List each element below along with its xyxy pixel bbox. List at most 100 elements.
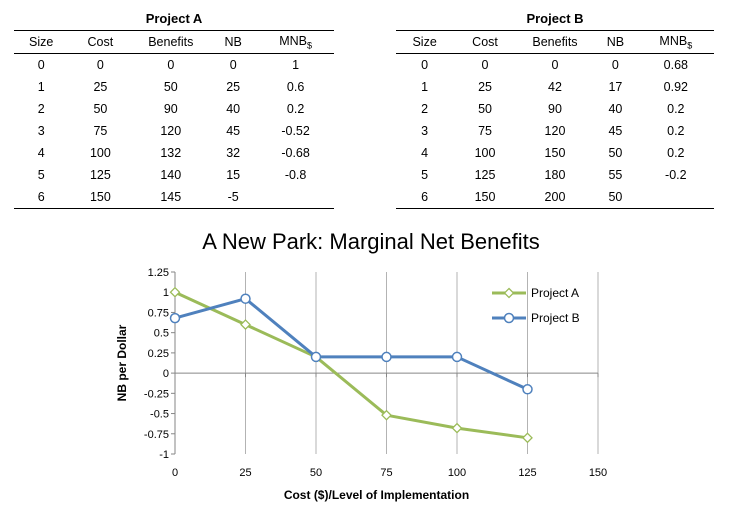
table-cell: 40 bbox=[226, 102, 241, 116]
series-line-project-a bbox=[174, 290, 528, 440]
column-header: Size bbox=[396, 30, 454, 54]
table-row: 1 25 50 25 0.6 bbox=[14, 76, 334, 98]
y-tick-label: 0.75 bbox=[148, 307, 169, 319]
data-point bbox=[240, 293, 251, 304]
table-row: 0 0 0 0 1 bbox=[14, 54, 334, 77]
table-cell: 1 bbox=[421, 80, 429, 94]
table-cell: 25 bbox=[226, 80, 241, 94]
table-cell: 90 bbox=[163, 102, 178, 116]
column-header: MNB$ bbox=[637, 30, 714, 54]
table-row: 1 25 42 17 0.92 bbox=[396, 76, 714, 98]
table-cell: 140 bbox=[160, 168, 182, 182]
data-point bbox=[381, 351, 392, 363]
table-cell: 0 bbox=[421, 58, 429, 72]
chart-title: A New Park: Marginal Net Benefits bbox=[202, 229, 540, 254]
table-row: 2 50 90 40 0.2 bbox=[396, 98, 714, 120]
table-cell: 4 bbox=[37, 146, 45, 160]
table-b: Size Cost Benefits NB MNB$ 0 0 0 0 0.68 1 25 42 17 0.… bbox=[396, 30, 714, 209]
table-cell: 2 bbox=[421, 102, 429, 116]
table-cell: 90 bbox=[548, 102, 562, 116]
table-cell: -0.2 bbox=[665, 168, 687, 182]
column-header: MNB$ bbox=[257, 30, 334, 54]
data-point bbox=[451, 422, 463, 434]
table-cell: 45 bbox=[226, 124, 241, 138]
y-tick-label: 0.5 bbox=[154, 328, 169, 340]
table-cell: 0.6 bbox=[286, 80, 305, 94]
table-cell: 180 bbox=[544, 168, 566, 182]
table-row: 5 125 180 55 -0.2 bbox=[396, 164, 714, 186]
y-tick-label: 1 bbox=[163, 287, 169, 299]
column-header: Benefits bbox=[132, 30, 210, 54]
table-cell bbox=[637, 186, 714, 209]
legend-marker bbox=[503, 287, 515, 299]
table-cell: 0.68 bbox=[663, 58, 688, 72]
table-cell: 5 bbox=[421, 168, 429, 182]
table-cell: 145 bbox=[132, 186, 210, 209]
table-a: Size Cost Benefits NB MNB$ 0 0 0 0 1 1 25 50 25 0.6 2 5… bbox=[14, 30, 334, 209]
table-cell: 5 bbox=[37, 168, 45, 182]
table-cell: 0 bbox=[481, 58, 489, 72]
column-header: Cost bbox=[453, 30, 517, 54]
table-cell: 0 bbox=[167, 58, 175, 72]
table-cell: 55 bbox=[608, 168, 623, 182]
table-cell: 150 bbox=[453, 186, 517, 209]
x-tick-label: 150 bbox=[589, 467, 607, 479]
table-cell: 42 bbox=[548, 80, 562, 94]
table-row: 2 50 90 40 0.2 bbox=[14, 98, 334, 120]
table-cell: 132 bbox=[160, 146, 182, 160]
table-cell: 100 bbox=[89, 146, 111, 160]
table-cell: 2 bbox=[37, 102, 45, 116]
table-cell: 100 bbox=[474, 146, 496, 160]
table-cell: 17 bbox=[608, 80, 623, 94]
table-cell: 0.2 bbox=[667, 146, 685, 160]
column-header: Size bbox=[14, 30, 69, 54]
table-cell: 32 bbox=[226, 146, 241, 160]
table-cell: 50 bbox=[478, 102, 492, 116]
x-tick-label: 75 bbox=[380, 467, 392, 479]
data-point bbox=[169, 312, 181, 324]
table-row: 0 0 0 0 0.68 bbox=[396, 54, 714, 77]
table-cell: 50 bbox=[593, 186, 638, 209]
table-a-title: Project A bbox=[145, 11, 203, 26]
table-cell: 0.2 bbox=[667, 124, 685, 138]
column-header: Benefits bbox=[516, 30, 594, 54]
table-cell: 0 bbox=[229, 58, 237, 72]
table-cell: 0 bbox=[551, 58, 559, 72]
table-cell: 0.2 bbox=[286, 102, 305, 116]
column-header: NB bbox=[593, 30, 638, 54]
table-cell: 50 bbox=[163, 80, 178, 94]
y-tick-label: -0.75 bbox=[144, 429, 169, 441]
table-cell: 0.92 bbox=[663, 80, 688, 94]
legend-marker bbox=[503, 312, 515, 324]
x-tick-label: 50 bbox=[310, 467, 322, 479]
table-cell: 25 bbox=[93, 80, 108, 94]
x-tick-label: 125 bbox=[518, 467, 536, 479]
table-cell: 45 bbox=[608, 124, 623, 138]
table-cell: 0.2 bbox=[667, 102, 685, 116]
table-cell: 50 bbox=[608, 146, 623, 160]
table-a-body: 0 0 0 0 1 1 25 50 25 0.6 2 50 90 40 0.2 3 75 120 45 -0.52 4 1… bbox=[14, 54, 334, 209]
table-cell: 25 bbox=[478, 80, 492, 94]
x-tick-label: 100 bbox=[448, 467, 466, 479]
y-tick-label: 0 bbox=[163, 368, 169, 380]
table-cell: -0.8 bbox=[284, 168, 307, 182]
table-cell: -0.52 bbox=[281, 124, 310, 138]
table-project-b: Project B Size Cost Benefits NB MNB$ 0 0 0 0 0.6… bbox=[396, 8, 714, 209]
table-cell: 50 bbox=[93, 102, 108, 116]
table-cell: 1 bbox=[37, 80, 45, 94]
table-cell: -5 bbox=[209, 186, 258, 209]
data-point bbox=[310, 351, 322, 363]
table-cell: 6 bbox=[14, 186, 69, 209]
table-row: 4 100 132 32 -0.68 bbox=[14, 142, 334, 164]
table-cell: 120 bbox=[160, 124, 182, 138]
table-row: 4 100 150 50 0.2 bbox=[396, 142, 714, 164]
y-tick-label: 0.25 bbox=[148, 348, 169, 360]
column-header: Cost bbox=[68, 30, 133, 54]
x-tick-label: 0 bbox=[172, 467, 178, 479]
table-cell: 75 bbox=[93, 124, 108, 138]
table-row: 3 75 120 45 -0.52 bbox=[14, 120, 334, 142]
y-tick-label: -0.25 bbox=[144, 388, 169, 400]
table-cell bbox=[257, 186, 334, 209]
